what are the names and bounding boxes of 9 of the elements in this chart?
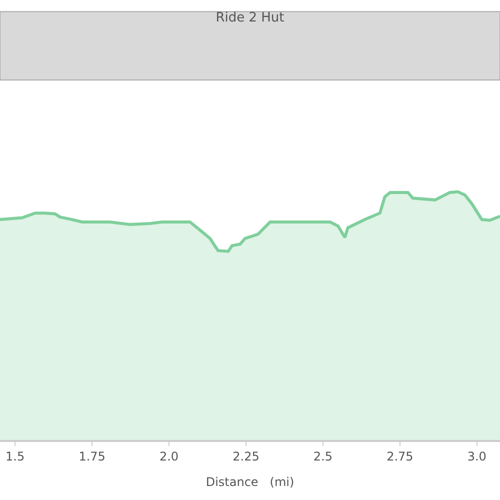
x-tick-label: 2.25 <box>232 449 260 464</box>
x-tick-label: 3.0 <box>467 449 486 464</box>
x-tick-label: 2.0 <box>159 449 179 464</box>
x-tick-label: 1.5 <box>6 449 25 464</box>
x-axis-title: Distance (mi) <box>206 474 294 489</box>
chart-title: Ride 2 Hut <box>216 10 284 26</box>
x-tick-label: 2.5 <box>313 449 333 464</box>
x-tick-label: 2.75 <box>386 449 414 464</box>
x-tick-label: 1.75 <box>78 449 106 464</box>
